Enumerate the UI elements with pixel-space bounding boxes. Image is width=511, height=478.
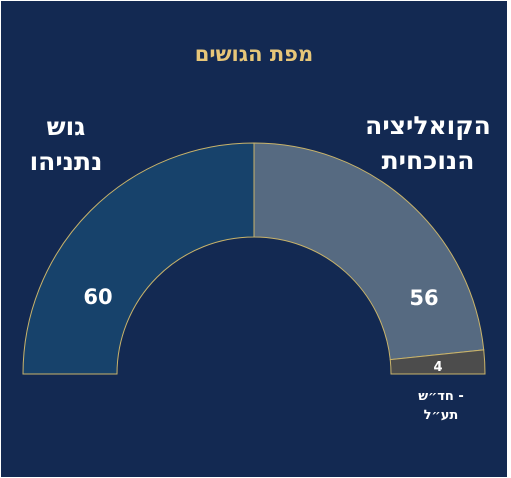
chart-title: מפת הגושים (195, 42, 313, 66)
chart-arcs (22, 142, 486, 375)
arc-hadash-taal (389, 349, 486, 375)
legend-label-current-coalition: הקואליציה (365, 111, 491, 140)
legend-label-hadash-taal-line2: תע״ל (424, 408, 459, 423)
data-label-netanyahu-bloc: 60 (83, 285, 112, 309)
arc-netanyahu-bloc (22, 142, 255, 375)
legend-label-netanyahu-bloc-line2: נתניהו (30, 147, 103, 176)
data-label-current-coalition: 56 (409, 286, 438, 310)
data-label-hadash-taal: 4 (433, 360, 442, 375)
legend-label-current-coalition-line2: הנוכחית (382, 146, 475, 175)
legend-label-hadash-taal: חד״ש - (418, 389, 464, 404)
arc-current-coalition (253, 142, 485, 361)
legend-label-netanyahu-bloc: גוש (47, 112, 86, 141)
